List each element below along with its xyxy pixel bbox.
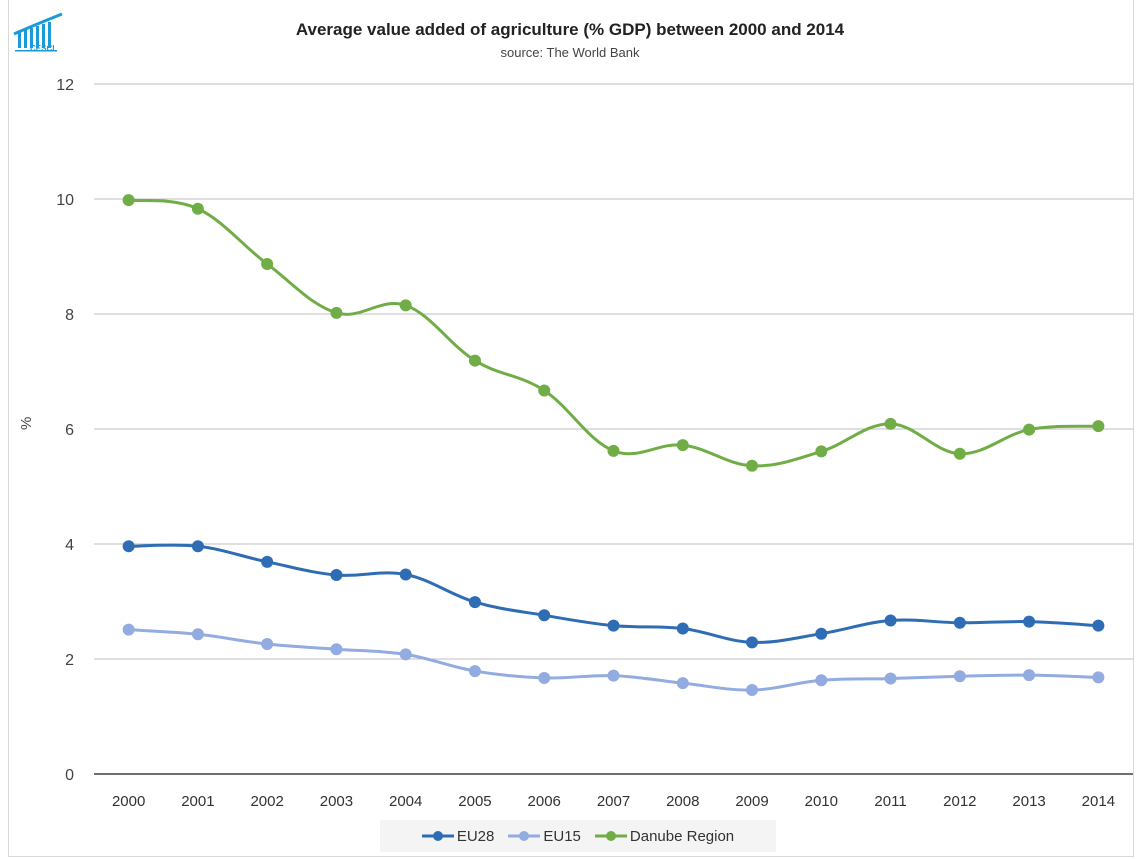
legend-swatch — [421, 831, 454, 841]
x-tick-label: 2000 — [112, 793, 145, 810]
data-point — [815, 627, 828, 640]
data-point — [953, 447, 966, 460]
chart-frame — [8, 0, 1134, 857]
x-tick-label: 2005 — [458, 793, 491, 810]
data-point — [676, 622, 689, 635]
x-tick-label: 2011 — [874, 793, 906, 810]
x-tick-label: 2012 — [943, 793, 976, 810]
data-point — [607, 669, 620, 682]
data-point — [399, 299, 412, 312]
x-axis-ticks: 2000 2001 2002 2003 2004 2005 2006 2007 2008 2009… — [112, 793, 1115, 810]
cesci-logo — [10, 12, 68, 64]
data-point — [953, 670, 966, 683]
y-axis-ticks: 0 2 4 6 8 10 12 — [56, 77, 74, 784]
chart-subtitle: source: The World Bank — [500, 45, 640, 60]
data-point — [330, 569, 343, 582]
data-point — [1092, 619, 1105, 632]
y-tick-label: 6 — [65, 422, 74, 439]
data-point — [122, 194, 135, 207]
data-point — [746, 684, 759, 697]
data-point — [1023, 423, 1036, 436]
y-tick-label: 2 — [65, 652, 74, 669]
series-lines — [122, 194, 1105, 697]
x-tick-label: 2010 — [805, 793, 838, 810]
data-point — [330, 643, 343, 656]
data-point — [399, 568, 412, 581]
x-tick-label: 2003 — [320, 793, 353, 810]
series-eu15 — [122, 623, 1105, 697]
legend-label: EU28 — [456, 827, 495, 845]
data-point — [468, 354, 481, 367]
x-tick-label: 2002 — [250, 793, 283, 810]
legend-label: Danube Region — [629, 827, 735, 845]
x-tick-label: 2014 — [1082, 793, 1115, 810]
legend-swatch — [594, 831, 627, 841]
data-point — [261, 555, 274, 568]
data-point — [261, 638, 274, 651]
x-tick-label: 2006 — [528, 793, 561, 810]
data-point — [676, 677, 689, 690]
chart-title: Average value added of agriculture (% GD… — [295, 20, 845, 39]
data-point — [122, 540, 135, 553]
legend-item: EU15 — [508, 828, 581, 845]
legend-item: Danube Region — [594, 827, 735, 845]
data-point — [1023, 615, 1036, 628]
data-point — [261, 257, 274, 270]
x-tick-label: 2001 — [181, 793, 214, 810]
y-tick-label: 12 — [56, 77, 74, 94]
data-point — [607, 444, 620, 457]
series-danube-region — [122, 194, 1105, 472]
series-eu28 — [122, 540, 1105, 649]
data-point — [538, 609, 551, 622]
y-tick-label: 10 — [56, 192, 74, 209]
data-point — [191, 202, 204, 215]
data-point — [1092, 420, 1105, 433]
data-point — [191, 540, 204, 553]
data-point — [122, 623, 135, 636]
data-point — [815, 445, 828, 458]
x-tick-label: 2008 — [666, 793, 699, 810]
legend-swatch — [508, 831, 541, 841]
data-point — [538, 671, 551, 684]
series-line — [128, 198, 1099, 468]
data-point — [746, 636, 759, 649]
data-point — [399, 648, 412, 661]
data-point — [607, 619, 620, 632]
y-tick-label: 8 — [65, 307, 74, 324]
chart-legend: EU28 EU15 Danube Region — [380, 820, 776, 852]
data-point — [884, 417, 897, 430]
data-point — [953, 616, 966, 629]
x-tick-label: 2004 — [389, 793, 422, 810]
legend-item: EU28 — [421, 827, 495, 845]
data-point — [468, 596, 481, 609]
gridlines — [94, 83, 1133, 775]
y-tick-label: 0 — [65, 767, 74, 784]
y-tick-label: 4 — [65, 537, 74, 554]
x-tick-label: 2013 — [1012, 793, 1045, 810]
logo-text: CESCI — [30, 44, 55, 53]
data-point — [884, 614, 897, 627]
data-point — [191, 628, 204, 641]
legend-label: EU15 — [543, 827, 581, 845]
x-tick-label: 2009 — [735, 793, 768, 810]
data-point — [1023, 669, 1036, 682]
data-point — [538, 384, 551, 397]
data-point — [1092, 671, 1105, 684]
data-point — [468, 665, 481, 678]
data-point — [746, 459, 759, 472]
data-point — [815, 674, 828, 687]
data-point — [330, 306, 343, 319]
x-tick-label: 2007 — [597, 793, 630, 810]
data-point — [676, 439, 689, 452]
data-point — [884, 672, 897, 685]
